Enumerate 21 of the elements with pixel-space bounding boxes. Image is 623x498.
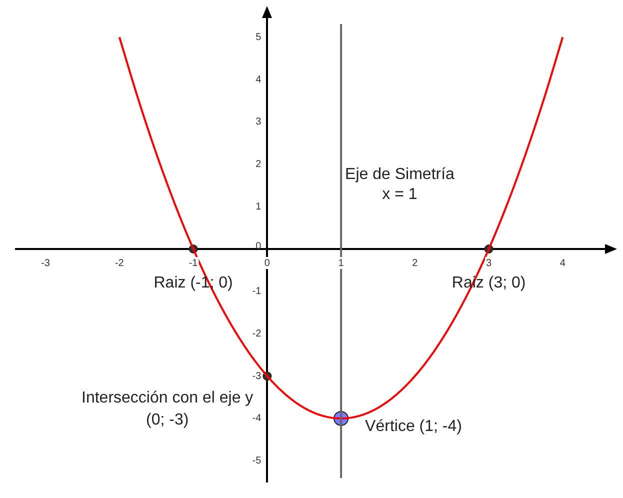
y-tick-label: -4 (252, 413, 262, 424)
x-tick-label: 0 (264, 258, 270, 269)
y-tick-label: 5 (256, 32, 262, 43)
x-tick-label: -2 (114, 258, 124, 269)
x-tick-label: 1 (338, 258, 344, 269)
y-tick-label: 1 (256, 201, 262, 212)
x-tick-label: 4 (560, 258, 566, 269)
y-tick-label: 2 (256, 159, 262, 170)
annotation: Intersección con el eje y (0; -3) (82, 389, 254, 428)
x-tick-label: -3 (41, 258, 50, 269)
x-tick-label: 3 (486, 258, 492, 269)
y-tick-label: -3 (252, 370, 262, 382)
ref-line-label: Eje de Simetría x = 1 (345, 166, 455, 203)
x-tick-label: 2 (412, 258, 418, 269)
x-tick-label: -1 (188, 258, 198, 269)
y-tick-label: 4 (256, 74, 262, 86)
y-tick-label: 3 (256, 116, 262, 128)
annotation: Vértice (1; -4) (365, 418, 462, 435)
y-tick-label: -5 (252, 456, 262, 467)
y-tick-label: -1 (252, 286, 262, 298)
y-tick-label: -2 (252, 328, 262, 340)
